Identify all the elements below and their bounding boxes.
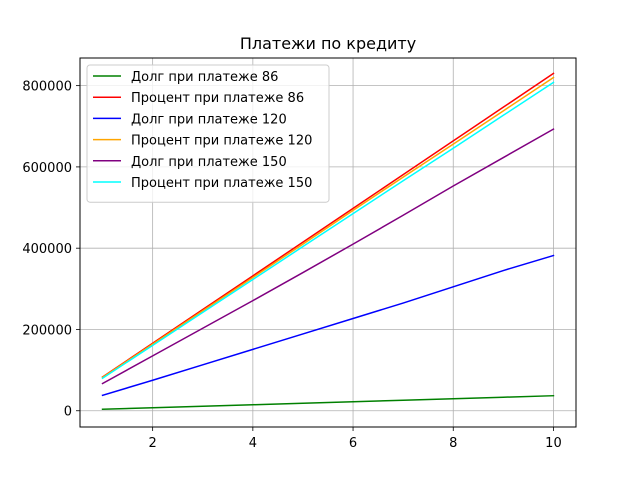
x-tick-label-2: 6 [349, 436, 357, 451]
y-tick-label-0: 0 [64, 405, 72, 420]
series-line-5 [101, 81, 555, 380]
y-tick-label-4: 800000 [22, 80, 72, 95]
plot-frame [79, 57, 577, 428]
series-line-4 [101, 128, 555, 385]
x-tick-label-1: 4 [249, 436, 257, 451]
legend-label-3: Процент при платеже 120 [131, 134, 312, 149]
legend: Долг при платеже 86 Процент при платеже 8… [86, 64, 330, 203]
legend-label-5: Процент при платеже 150 [131, 176, 312, 191]
series-line-2 [101, 254, 555, 397]
series-line-0 [101, 394, 555, 411]
legend-label-1: Процент при платеже 86 [131, 91, 304, 106]
legend-label-0: Долг при платеже 86 [131, 70, 278, 85]
series-line-1 [101, 72, 555, 379]
x-tick-label-0: 2 [149, 436, 157, 451]
legend-label-4: Долг при платеже 150 [131, 155, 287, 170]
x-tick-label-4: 10 [545, 436, 562, 451]
legend-label-2: Долг при платеже 120 [131, 112, 287, 127]
chart-title: Платежи по кредиту [240, 34, 416, 53]
y-tick-label-2: 400000 [22, 242, 72, 257]
y-tick-label-3: 600000 [22, 161, 72, 176]
series-lines [101, 72, 555, 411]
y-tick-label-1: 200000 [22, 323, 72, 338]
series-line-3 [101, 76, 555, 379]
x-tick-label-3: 8 [449, 436, 457, 451]
axis-ticks: 2 4 6 8 10 0 200000 400000 600000 800000 [22, 80, 561, 451]
legend-box [86, 64, 330, 203]
